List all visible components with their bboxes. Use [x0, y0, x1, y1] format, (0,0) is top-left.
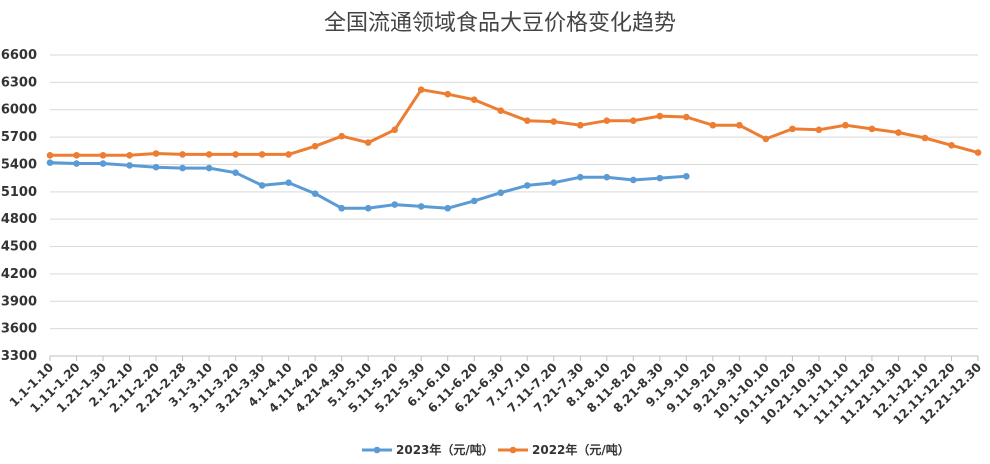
data-point [709, 121, 717, 129]
series-1 [46, 86, 982, 159]
y-tick-label: 4800 [1, 212, 37, 227]
data-point [868, 125, 876, 133]
data-point [99, 152, 107, 159]
series-0 [46, 159, 690, 212]
data-point [523, 182, 531, 189]
data-point [152, 163, 160, 171]
data-point [152, 150, 160, 157]
legend-item: 2022年（元/吨） [498, 442, 630, 457]
chart-title: 全国流通领域食品大豆价格变化趋势 [324, 11, 676, 36]
data-point [656, 174, 664, 182]
y-tick-label: 6300 [1, 75, 37, 90]
y-axis-ticks: 3300 3600 3900 4200 4500 4800 5100 5400 5700 6000… [1, 48, 37, 364]
y-tick-label: 4500 [1, 240, 37, 255]
data-point [444, 204, 452, 212]
data-point [126, 152, 133, 159]
data-point [258, 151, 266, 158]
data-point [126, 162, 133, 169]
data-point [285, 179, 292, 186]
data-point [73, 160, 80, 167]
data-point [470, 96, 478, 103]
data-point [683, 113, 690, 121]
data-point [73, 152, 80, 159]
data-point [285, 151, 292, 158]
data-point [921, 134, 929, 142]
data-point [417, 203, 425, 210]
data-point [630, 176, 637, 184]
y-tick-label: 3300 [1, 349, 37, 364]
data-point [789, 125, 796, 133]
data-point [550, 179, 558, 186]
data-point [550, 118, 558, 125]
data-point [99, 160, 107, 167]
data-point [338, 204, 345, 212]
data-point [497, 189, 505, 197]
data-point [948, 142, 955, 149]
legend-marker [373, 446, 381, 454]
y-tick-label: 3900 [1, 294, 37, 309]
data-point [683, 173, 690, 180]
y-tick-label: 5700 [1, 130, 37, 145]
y-tick-label: 3600 [1, 322, 37, 337]
data-point [736, 121, 743, 129]
y-tick-label: 6600 [1, 48, 37, 63]
data-point [179, 151, 186, 158]
y-tick-label: 6000 [1, 103, 37, 118]
gridlines [50, 54, 978, 330]
data-point [576, 173, 584, 181]
legend-item: 2023年（元/吨） [362, 442, 494, 457]
y-tick-label: 4200 [1, 267, 37, 282]
data-point [842, 121, 849, 129]
data-point [338, 132, 345, 140]
data-point [311, 190, 319, 197]
data-point [417, 86, 425, 93]
data-point [232, 151, 239, 158]
legend-label: 2022年（元/吨） [532, 442, 630, 457]
data-point [46, 159, 54, 166]
data-point [974, 149, 982, 156]
data-point [179, 164, 186, 172]
data-point [497, 107, 505, 114]
data-point [815, 126, 823, 134]
data-point [656, 112, 664, 120]
series-line [49, 161, 687, 210]
data-point [258, 182, 266, 189]
data-point [895, 129, 902, 136]
data-point [470, 197, 478, 205]
x-axis-ticks: 1.1-1.101.11-1.201.21-1.302.1-2.102.11-2… [7, 356, 984, 427]
data-point [762, 135, 770, 143]
legend-label: 2023年（元/吨） [396, 442, 494, 457]
data-point [391, 126, 398, 134]
y-tick-label: 5400 [1, 157, 37, 172]
data-point [391, 201, 398, 208]
data-point [603, 173, 611, 181]
data-point [630, 117, 637, 124]
legend-marker [509, 446, 517, 454]
data-point [232, 169, 239, 176]
series-group [46, 86, 982, 212]
data-point [46, 152, 54, 159]
data-point [205, 151, 213, 158]
y-tick-label: 5100 [1, 185, 37, 200]
data-point [311, 142, 319, 150]
series-line [50, 88, 979, 157]
data-point [576, 121, 584, 129]
data-point [364, 139, 372, 146]
data-point [205, 164, 213, 172]
data-point [523, 117, 531, 124]
legend: 2023年（元/吨） 2022年（元/吨） [362, 442, 630, 457]
data-point [364, 204, 372, 212]
data-point [603, 117, 611, 124]
data-point [444, 90, 452, 98]
